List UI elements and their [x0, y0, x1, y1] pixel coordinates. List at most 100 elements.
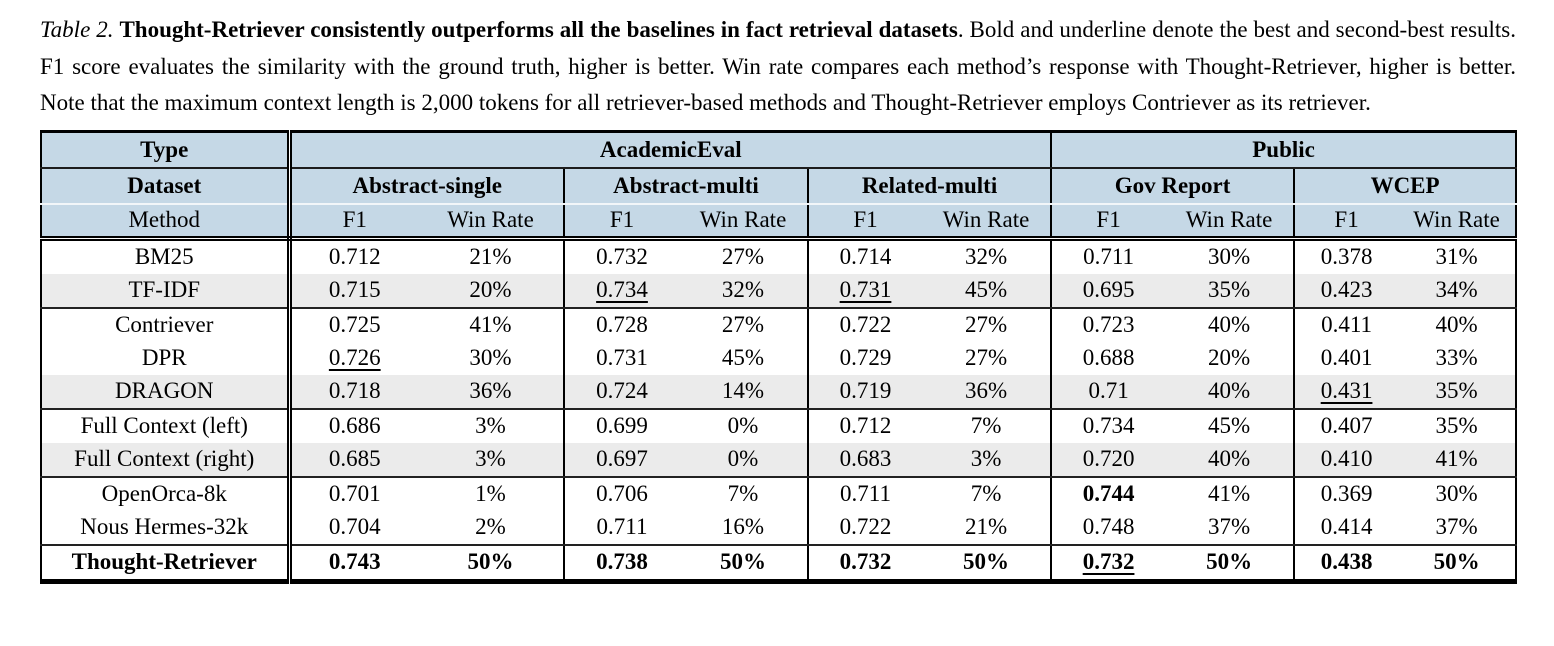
win-rate-value: 20%	[1207, 345, 1251, 370]
f1-value: 0.712	[328, 244, 381, 269]
win-rate-value: 40%	[1165, 442, 1295, 478]
f1-value: 0.378	[1293, 238, 1399, 274]
win-rate-value: 16%	[679, 510, 808, 546]
win-rate-value: 30%	[1207, 244, 1251, 269]
f1-header: F1	[1050, 203, 1166, 241]
header-row-type: Type AcademicEval Public	[41, 131, 1517, 169]
f1-value: 0.407	[1293, 408, 1399, 443]
win-rate-value: 27%	[964, 345, 1008, 370]
dataset-wcep: WCEP	[1293, 167, 1517, 205]
win-rate-value: 50%	[720, 549, 766, 574]
header-row-method: Method F1 Win Rate F1 Win Rate F1 Win Ra…	[41, 203, 1517, 241]
f1-value: 0.748	[1050, 510, 1166, 546]
f1-value: 0.423	[1293, 273, 1399, 309]
win-rate-value: 41%	[1207, 481, 1251, 506]
f1-value: 0.711	[807, 476, 922, 511]
win-rate-value: 40%	[1207, 312, 1251, 337]
results-table: Type AcademicEval Public Dataset Abstrac…	[40, 129, 1518, 584]
dataset-gov-report: Gov Report	[1050, 167, 1295, 205]
win-rate-value: 50%	[1433, 549, 1480, 574]
win-rate-value: 7%	[727, 481, 759, 506]
win-rate-value: 21%	[469, 244, 512, 269]
win-rate-value: 27%	[721, 312, 765, 337]
f1-value: 0.731	[807, 273, 922, 309]
f1-value: 0.732	[1050, 544, 1166, 581]
win-rate-header: Win Rate	[922, 203, 1052, 241]
win-rate-header: Win Rate	[1165, 203, 1295, 241]
win-rate-value: 7%	[970, 413, 1002, 438]
method-name: DRAGON	[41, 374, 292, 410]
table-header: Type AcademicEval Public Dataset Abstrac…	[41, 131, 1517, 241]
f1-value: 0.685	[289, 442, 418, 478]
win-rate-value: 50%	[963, 549, 1010, 574]
f1-value: 0.431	[1293, 374, 1399, 410]
table-row: Nous Hermes-32k 0.704 2% 0.711 16% 0.722 21% 0.…	[41, 510, 1517, 546]
f1-value: 0.732	[563, 238, 679, 274]
win-rate-value: 41%	[469, 312, 512, 337]
win-rate-value: 14%	[679, 374, 808, 410]
win-rate-value: 27%	[721, 244, 765, 269]
f1-value: 0.704	[289, 510, 418, 546]
method-name: Full Context (right)	[41, 442, 292, 478]
win-rate-value: 7%	[970, 481, 1002, 506]
dataset-abstract-multi: Abstract-multi	[563, 167, 808, 205]
win-rate-header: Win Rate	[1398, 203, 1517, 241]
method-name: Nous Hermes-32k	[41, 510, 292, 546]
f1-value: 0.728	[563, 307, 679, 342]
dataset-related-multi: Related-multi	[806, 167, 1052, 205]
win-rate-value: 30%	[469, 345, 512, 370]
win-rate-value: 50%	[1206, 549, 1253, 574]
win-rate-value: 34%	[1398, 273, 1517, 309]
method-name: Thought-Retriever	[41, 544, 292, 581]
f1-value: 0.695	[1050, 273, 1166, 309]
win-rate-value: 32%	[964, 244, 1008, 269]
f1-value: 0.734	[1050, 408, 1166, 443]
win-rate-value: 2%	[418, 510, 564, 546]
f1-value: 0.71	[1050, 374, 1166, 410]
table-row: Contriever 0.725 41% 0.728 27% 0.722 27% 0.723 4…	[41, 307, 1516, 342]
table-row: DPR 0.726 30% 0.731 45% 0.729 27% 0.688 20% 0.401…	[41, 341, 1516, 375]
f1-value: 0.732	[807, 544, 922, 581]
win-rate-value: 36%	[922, 374, 1052, 410]
f1-value: 0.738	[563, 544, 679, 581]
win-rate-value: 41%	[1398, 442, 1517, 478]
f1-value: 0.697	[563, 442, 679, 478]
method-name: Contriever	[41, 307, 292, 342]
f1-value: 0.724	[563, 374, 679, 410]
table-row: Full Context (right) 0.685 3% 0.697 0% 0.683 3…	[41, 442, 1517, 478]
group-header-public: Public	[1050, 131, 1517, 169]
win-rate-value: 50%	[467, 549, 514, 574]
win-rate-value: 20%	[418, 273, 564, 309]
f1-value: 0.414	[1293, 510, 1399, 546]
table-row: BM25 0.712 21% 0.732 27% 0.714 32% 0.711 30% 0.37…	[41, 238, 1516, 274]
dataset-abstract-single: Abstract-single	[289, 167, 564, 205]
caption-rest-text: . Bold and underline denote the best and…	[40, 17, 1516, 115]
f1-value: 0.744	[1050, 476, 1166, 511]
win-rate-value: 45%	[922, 273, 1052, 309]
f1-value: 0.686	[328, 413, 381, 438]
win-rate-value: 37%	[1165, 510, 1295, 546]
win-rate-value: 3%	[418, 442, 564, 478]
f1-value: 0.438	[1293, 544, 1399, 581]
f1-value: 0.714	[807, 238, 922, 274]
win-rate-value: 27%	[964, 312, 1008, 337]
win-rate-value: 35%	[1165, 273, 1295, 309]
f1-value: 0.369	[1293, 476, 1399, 511]
table-row: TF-IDF 0.715 20% 0.734 32% 0.731 45% 0.695 35% 0.…	[41, 273, 1517, 309]
win-rate-header: Win Rate	[679, 203, 808, 241]
f1-value: 0.712	[807, 408, 922, 443]
f1-value: 0.411	[1293, 307, 1399, 342]
method-name: Full Context (left)	[41, 408, 292, 443]
win-rate-value: 1%	[475, 481, 506, 506]
f1-value: 0.729	[807, 341, 922, 375]
method-header: Method	[41, 203, 292, 241]
table-row: Full Context (left) 0.686 3% 0.699 0% 0.712 7%…	[41, 408, 1516, 443]
win-rate-value: 30%	[1435, 481, 1478, 506]
f1-value: 0.715	[289, 273, 418, 309]
method-name: DPR	[41, 341, 292, 375]
f1-value: 0.410	[1293, 442, 1399, 478]
caption-label: Table 2.	[40, 17, 114, 42]
dataset-header: Dataset	[41, 167, 292, 205]
f1-value: 0.706	[563, 476, 679, 511]
